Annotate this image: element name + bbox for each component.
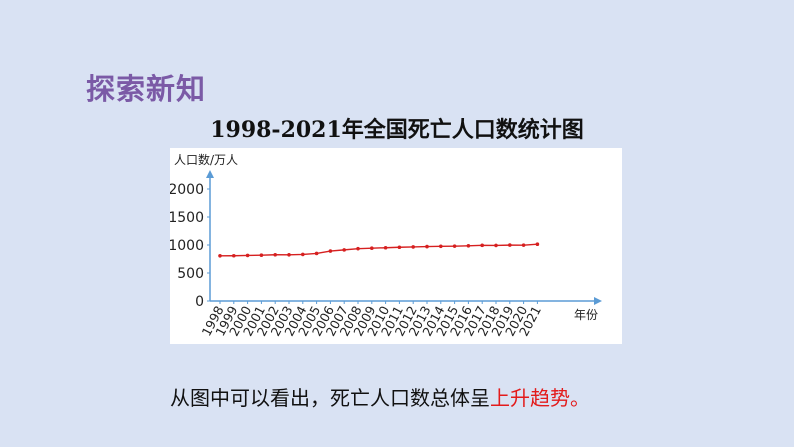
chart-title: 1998-2021年全国死亡人口数统计图 [210,117,584,143]
data-point [508,243,512,247]
data-point [314,251,319,256]
data-point [301,252,305,257]
data-point [245,253,250,258]
line-chart: 人口数/万人0500100015002000199819992000200120… [170,152,602,338]
data-point [397,245,402,250]
x-axis-label: 年份 [574,308,598,322]
data-point [370,246,374,250]
y-tick-label: 1500 [170,210,204,226]
section-heading: 探索新知 [86,72,207,106]
data-point [342,248,346,252]
y-tick-label: 1000 [170,238,204,254]
data-point [494,243,498,248]
data-point [383,245,388,250]
conclusion-highlight: 上升趋势。 [490,386,590,410]
data-point [232,253,236,258]
data-point [328,249,333,253]
data-point [259,253,264,257]
data-point [273,252,277,257]
chart-container: 人口数/万人 0 500 1000 1500 2000 1998 1999 2000 2001 20… [170,148,622,344]
y-tick-label: 0 [195,294,204,310]
conclusion-text: 从图中可以看出，死亡人口数总体呈上升趋势。 [170,382,590,411]
data-point [218,254,222,258]
y-axis-label: 人口数/万人 [174,152,238,167]
y-axis-arrow [206,170,214,178]
series-line [219,243,538,257]
data-point [425,244,429,249]
y-tick-label: 500 [177,266,204,282]
data-point [356,246,360,251]
data-point [521,243,526,247]
y-tick-label: 2000 [170,182,204,198]
data-point [535,242,540,247]
conclusion-prefix: 从图中可以看出，死亡人口数总体呈 [170,386,490,410]
data-point [411,245,415,249]
data-point [439,244,443,249]
data-point [287,253,291,257]
x-axis-arrow [594,297,602,305]
data-point [452,244,457,248]
data-point [480,243,485,248]
data-point [466,243,471,248]
